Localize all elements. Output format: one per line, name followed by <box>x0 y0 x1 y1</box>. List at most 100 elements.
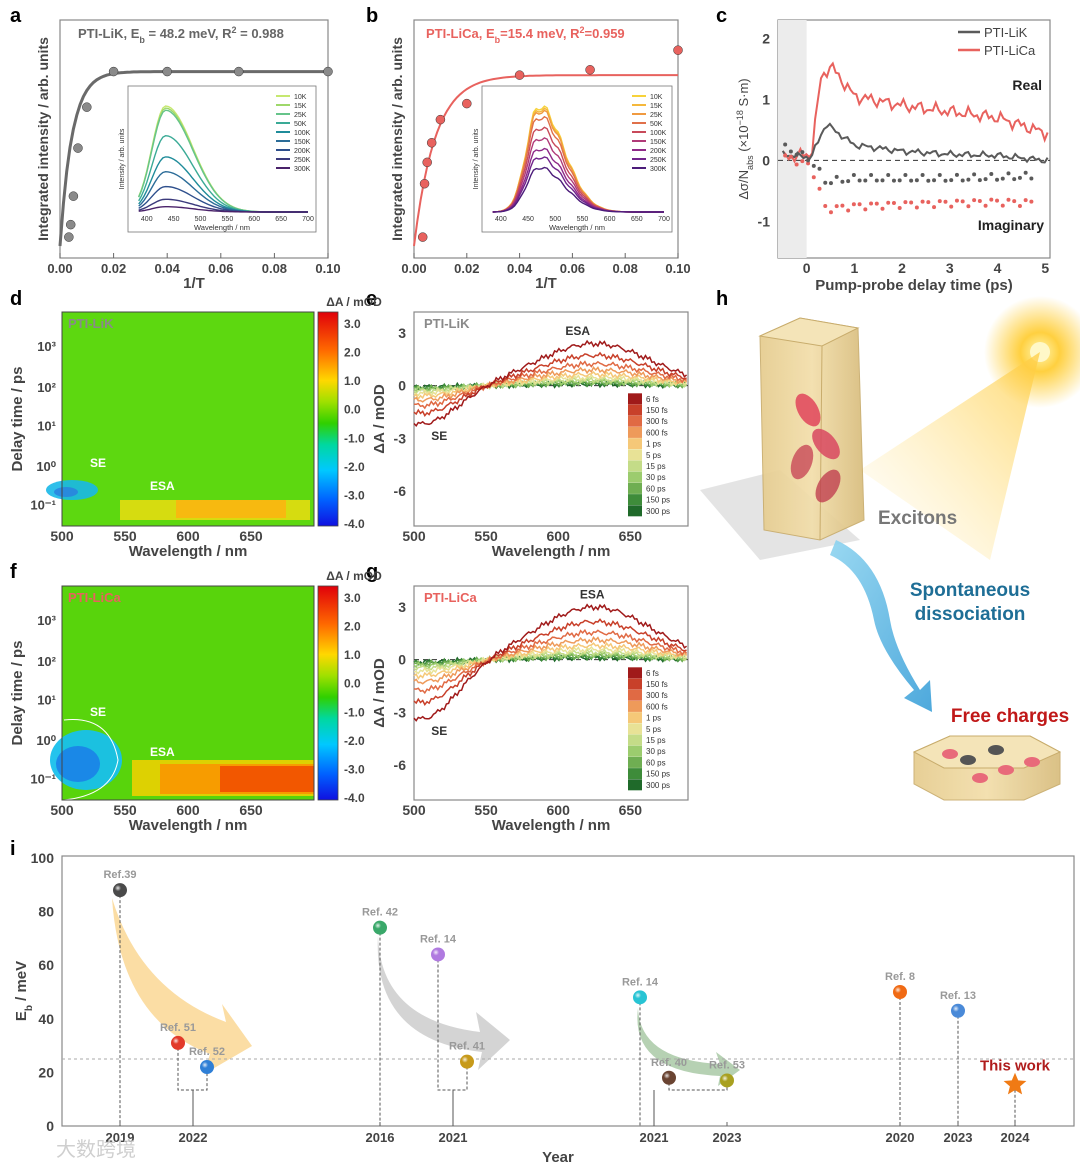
legend-label: 25K <box>294 112 307 119</box>
label-2: =15.4 meV, R <box>500 26 580 41</box>
x-axis-label: Wavelength / nm <box>129 543 248 560</box>
legend-swatch <box>628 482 642 494</box>
x-tick-label: 0.10 <box>315 261 340 276</box>
free-charge <box>998 765 1014 775</box>
panel-a-chart: PTI-LiK, Eb = 48.2 meV, R2 = 0.988 0.00 0… <box>35 19 341 292</box>
legend-label: 25K <box>650 112 663 119</box>
spectrum-trace <box>413 339 688 428</box>
imag-point <box>932 178 937 183</box>
imag-point <box>1012 199 1017 204</box>
imag-point <box>846 179 851 184</box>
legend-label: 50K <box>650 121 663 128</box>
imag-point <box>874 201 879 206</box>
annotation-se: SE <box>90 705 106 719</box>
legend-label: 15 ps <box>646 462 666 471</box>
y-axis-label-part: (×10 <box>736 125 751 155</box>
panel-b-chart: PTI-LiCa, Eb=15.4 meV, R2=0.959 0.00 0.02… <box>389 19 691 292</box>
free-charge <box>1024 757 1040 767</box>
free-charge <box>972 773 988 783</box>
x-tick-label: 4 <box>994 260 1002 276</box>
y-tick-label: 3 <box>398 325 406 341</box>
imag-point <box>1006 171 1011 176</box>
legend-label: 5 ps <box>646 451 661 460</box>
panel-letter-e: e <box>366 288 377 310</box>
x-axis-label: 1/T <box>535 275 557 292</box>
spectrum-trace <box>413 648 688 672</box>
legend-label: 250K <box>650 157 667 164</box>
inset-x-tick-label: 500 <box>195 216 207 223</box>
crystal-top-face <box>758 317 860 347</box>
y-axis-label: Delay time / ps <box>9 366 26 471</box>
excitons-label: Excitons <box>878 508 957 529</box>
data-point <box>673 45 683 55</box>
imag-point <box>788 154 793 159</box>
legend-label: 200K <box>294 148 311 155</box>
colorbar-tick-label: -1.0 <box>344 431 365 445</box>
data-point <box>419 178 430 189</box>
point-label: Ref. 53 <box>709 1059 745 1071</box>
x-tick-label: 2 <box>898 260 906 276</box>
x-tick-label: 0.04 <box>155 261 181 276</box>
data-point <box>64 232 74 242</box>
x-tick-label: 5 <box>1041 260 1049 276</box>
imag-point <box>800 150 805 155</box>
imag-point <box>1012 177 1017 182</box>
imag-point <box>840 179 845 184</box>
panel-a-annotation: PTI-LiK, Eb = 48.2 meV, R2 = 0.988 <box>78 25 284 45</box>
data-point-shine <box>171 1035 185 1050</box>
inset-x-tick-label: 450 <box>522 216 534 223</box>
legend-swatch <box>628 438 642 450</box>
legend-label: 100K <box>650 130 667 137</box>
x-tick-label: 600 <box>547 528 571 544</box>
legend-swatch <box>628 449 642 461</box>
imag-point <box>846 208 851 213</box>
imag-point <box>989 171 994 176</box>
c3n4-trend-arrow <box>377 935 510 1070</box>
y-axis-label-part: −18 <box>735 110 745 125</box>
y-tick-label: 2 <box>762 30 770 46</box>
x-tick-label: 2016 <box>366 1130 395 1145</box>
dissociation-label-2: dissociation <box>915 604 1026 625</box>
panel-letter-h: h <box>716 288 728 310</box>
data-point-shine <box>431 947 445 962</box>
panel-h-illustration: Excitons Spontaneous dissociation Free c… <box>700 296 1080 801</box>
imag-point <box>949 178 954 183</box>
imag-point <box>886 173 891 178</box>
y-tick-label: 10⁻¹ <box>30 772 56 787</box>
spectrum-line <box>492 166 664 213</box>
colorbar-tick-label: 3.0 <box>344 317 361 331</box>
inset-x-tick-label: 650 <box>631 216 643 223</box>
data-point-shine <box>720 1073 734 1088</box>
imag-point <box>1023 198 1028 203</box>
imag-point <box>1017 175 1022 180</box>
imag-point <box>840 203 845 208</box>
data-point-shine <box>460 1054 474 1069</box>
point-label: Ref. 14 <box>420 933 457 945</box>
x-tick-label: 0.04 <box>507 261 533 276</box>
x-axis-label: 1/T <box>183 275 205 292</box>
data-point <box>73 143 83 153</box>
colorbar-tick-label: -3.0 <box>344 762 365 776</box>
y-axis-label-part: Δσ/N <box>736 170 751 200</box>
spectrum-trace <box>413 366 688 403</box>
legend-label: 15K <box>650 103 663 110</box>
panel-letter-d: d <box>10 288 22 310</box>
plot-frame <box>61 855 1075 1127</box>
legend-label: 300K <box>294 166 311 173</box>
spectra-title: PTI-LiCa <box>424 590 477 605</box>
legend-label: 300 fs <box>646 417 668 426</box>
imag-point <box>1000 176 1005 181</box>
data-point-shine <box>200 1060 214 1075</box>
legend-swatch <box>628 460 642 472</box>
x-tick-label: 550 <box>113 802 137 818</box>
imag-point <box>897 206 902 211</box>
colorbar-tick-label: -2.0 <box>344 460 365 474</box>
imag-point <box>806 158 811 163</box>
y-axis-label-part: / meV <box>13 961 30 1005</box>
legend-label: 30 ps <box>646 473 666 482</box>
imag-point <box>783 153 788 158</box>
spectrum-trace <box>413 351 687 417</box>
imag-point <box>909 178 914 183</box>
y-axis-label-part: S·m) <box>736 78 751 110</box>
x-tick-label: 2024 <box>1001 1130 1031 1145</box>
